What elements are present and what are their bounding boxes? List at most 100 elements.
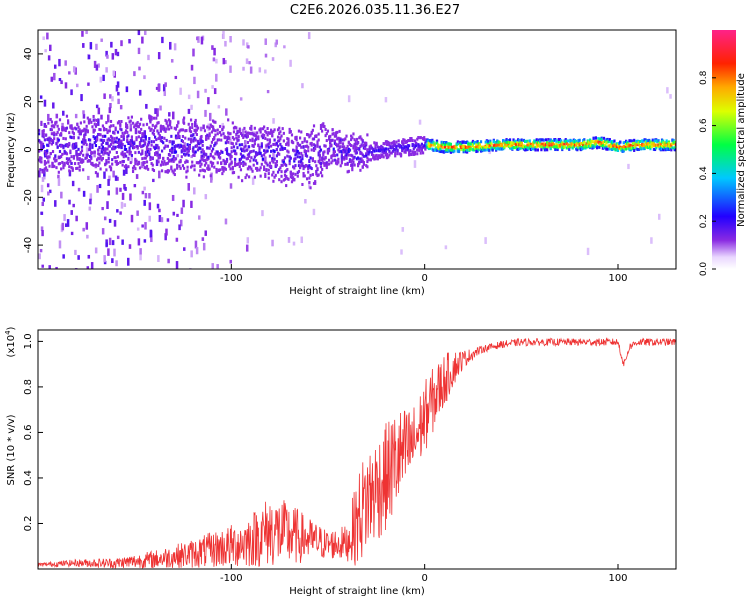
heatmap-cell <box>288 130 291 134</box>
heatmap-cell <box>43 138 46 142</box>
heatmap-cell <box>147 147 150 151</box>
heatmap-cell <box>231 171 234 175</box>
heatmap-cell <box>192 48 195 57</box>
heatmap-cell <box>180 207 184 214</box>
heatmap-cell <box>265 161 268 165</box>
heatmap-cell <box>362 143 365 147</box>
heatmap-cell <box>586 140 589 144</box>
heatmap-cell <box>580 147 584 151</box>
heatmap-cell <box>503 141 506 145</box>
heatmap-cell <box>319 126 323 130</box>
heatmap-cell <box>116 81 120 88</box>
heatmap-cell <box>415 141 418 145</box>
heatmap-cell <box>528 139 531 143</box>
heatmap-cell <box>514 139 517 143</box>
heatmap-cell <box>101 156 104 160</box>
heatmap-cell <box>143 156 146 160</box>
heatmap-cell <box>41 201 45 207</box>
heatmap-cell <box>290 133 294 137</box>
heatmap-cell <box>172 171 175 175</box>
heatmap-cell <box>495 147 498 151</box>
heatmap-cell <box>373 156 376 160</box>
heatmap-cell <box>108 129 111 133</box>
heatmap-cell <box>129 144 132 148</box>
heatmap-cell <box>355 146 359 150</box>
heatmap-cell <box>112 147 115 151</box>
heatmap-cell <box>80 129 84 133</box>
heatmap-cell <box>353 163 356 167</box>
heatmap-cell <box>374 143 377 147</box>
heatmap-cell <box>440 150 443 154</box>
heatmap-cell <box>183 247 186 251</box>
heatmap-cell <box>380 147 383 151</box>
heatmap-cell <box>46 151 49 155</box>
heatmap-cell <box>471 143 475 147</box>
heatmap-cell <box>322 157 325 161</box>
heatmap-cell <box>44 166 48 170</box>
heatmap-cell <box>165 228 168 236</box>
heatmap-cell <box>130 139 133 143</box>
heatmap-cell <box>336 130 339 134</box>
heatmap-cell <box>212 119 215 123</box>
heatmap-cell <box>330 144 333 148</box>
heatmap-cell <box>98 183 102 189</box>
heatmap-cell <box>317 138 320 142</box>
heatmap-cell <box>341 142 345 146</box>
heatmap-cell <box>256 166 259 170</box>
heatmap-cell <box>575 141 578 145</box>
heatmap-cell <box>408 150 411 154</box>
heatmap-cell <box>609 140 613 144</box>
heatmap-cell <box>131 144 135 148</box>
heatmap-cell <box>305 133 309 137</box>
heatmap-cell <box>179 128 182 132</box>
heatmap-cell <box>572 145 575 149</box>
heatmap-cell <box>343 156 346 160</box>
heatmap-cell <box>251 131 254 135</box>
heatmap-cell <box>79 151 82 155</box>
heatmap-cell <box>63 163 66 167</box>
heatmap-cell <box>93 141 96 145</box>
heatmap-cell <box>664 144 667 148</box>
heatmap-cell <box>268 140 272 144</box>
heatmap-cell <box>283 177 287 181</box>
snr-frame <box>37 329 677 570</box>
heatmap-cell <box>73 126 77 130</box>
heatmap-cell <box>667 147 671 151</box>
heatmap-cell <box>200 157 203 161</box>
heatmap-cell <box>425 145 428 149</box>
heatmap-cell <box>208 167 211 171</box>
heatmap-cell <box>642 143 645 147</box>
heatmap-cell <box>276 151 280 155</box>
heatmap-cell <box>292 178 295 182</box>
heatmap-cell <box>82 227 85 232</box>
heatmap-cell <box>624 144 628 148</box>
heatmap-cell <box>61 160 64 164</box>
heatmap-cell <box>606 140 609 144</box>
heatmap-cell <box>325 163 328 167</box>
heatmap-cell <box>332 132 335 136</box>
heatmap-cell <box>57 170 60 174</box>
heatmap-cell <box>227 118 230 122</box>
heatmap-cell <box>583 138 586 142</box>
heatmap-cell <box>144 192 148 199</box>
heatmap-cell <box>403 138 406 142</box>
heatmap-cell <box>152 169 156 173</box>
heatmap-cell <box>376 155 379 159</box>
heatmap-cell <box>578 146 581 150</box>
heatmap-cell <box>387 147 390 151</box>
heatmap-cell <box>667 141 671 145</box>
heatmap-cell <box>64 60 67 66</box>
heatmap-cell <box>514 145 517 149</box>
heatmap-cell <box>622 141 625 145</box>
heatmap-cell <box>512 141 515 145</box>
heatmap-cell <box>328 137 331 141</box>
heatmap-cell <box>534 146 537 150</box>
heatmap-cell <box>70 136 73 140</box>
heatmap-cell <box>440 140 443 144</box>
heatmap-cell <box>84 139 87 143</box>
heatmap-cell <box>590 140 593 144</box>
heatmap-cell <box>296 155 299 159</box>
heatmap-cell <box>63 149 66 153</box>
heatmap-cell <box>174 144 178 148</box>
heatmap-cell <box>589 146 592 150</box>
